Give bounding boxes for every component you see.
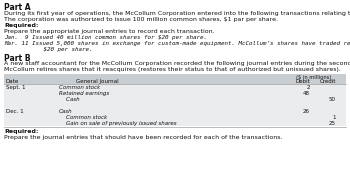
Text: Prepare the journal entries that should have been recorded for each of the trans: Prepare the journal entries that should … [4,135,282,140]
Text: Retained earnings: Retained earnings [59,91,109,96]
Text: Part B: Part B [4,54,30,63]
Text: Common stock: Common stock [59,115,107,120]
Text: Prepare the appropriate journal entries to record each transaction.: Prepare the appropriate journal entries … [4,29,215,34]
Text: Cash: Cash [59,109,73,114]
Text: ($ in millions): ($ in millions) [296,75,331,80]
Text: Date: Date [6,79,19,84]
Text: McCollum retires shares that it reacquires (restores their status to that of aut: McCollum retires shares that it reacquir… [4,67,341,72]
Text: 25: 25 [329,121,336,126]
Text: Part A: Part A [4,4,31,12]
Text: Common stock: Common stock [59,85,100,90]
Text: Required:: Required: [4,129,38,134]
Text: Sept. 1: Sept. 1 [6,85,26,90]
Bar [4,84,346,126]
Text: 48: 48 [303,91,310,96]
Text: During its first year of operations, the McCollum Corporation entered into the f: During its first year of operations, the… [4,11,350,15]
Text: 2: 2 [307,85,310,90]
Bar [4,74,346,84]
Text: $20 per share.: $20 per share. [12,47,92,52]
Text: 50: 50 [329,97,336,102]
Text: Cash: Cash [59,97,80,102]
Text: A new staff accountant for the McCollum Corporation recorded the following journ: A new staff accountant for the McCollum … [4,61,350,66]
Text: General Journal: General Journal [76,79,118,84]
Text: Debit: Debit [295,79,310,84]
Text: Credit: Credit [320,79,336,84]
Text: Mar. 11 Issued 5,000 shares in exchange for custom-made equipment. McCollum’s sh: Mar. 11 Issued 5,000 shares in exchange … [4,41,350,46]
Text: Required:: Required: [4,23,38,28]
Text: The corporation was authorized to issue 100 million common shares, $1 par per sh: The corporation was authorized to issue … [4,17,278,21]
Text: Gain on sale of previously issued shares: Gain on sale of previously issued shares [59,121,177,126]
Text: 26: 26 [303,109,310,114]
Text: Dec. 1: Dec. 1 [6,109,24,114]
Text: 1: 1 [332,115,336,120]
Text: Jan.  9 Issued 40 million common shares for $20 per share.: Jan. 9 Issued 40 million common shares f… [4,36,207,40]
